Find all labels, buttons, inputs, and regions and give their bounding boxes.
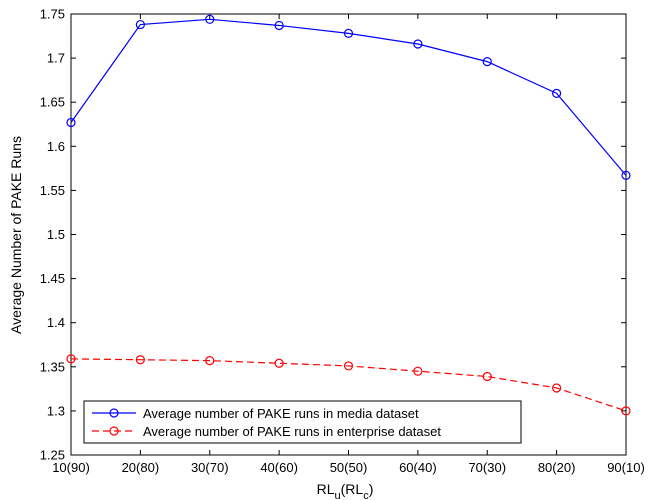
data-point <box>413 39 423 49</box>
legend-entry-media: Average number of PAKE runs in media dat… <box>92 406 419 421</box>
series-line <box>70 358 627 412</box>
data-point <box>552 383 562 393</box>
data-point <box>274 20 284 31</box>
legend-entry-enterprise: Average number of PAKE runs in enterpris… <box>92 424 441 439</box>
y-tick-label: 1.65 <box>40 95 65 110</box>
data-point <box>135 19 145 30</box>
y-tick-label: 1.4 <box>47 315 65 330</box>
x-tick-label: 70(30) <box>468 460 506 475</box>
y-tick-label: 1.6 <box>47 139 65 154</box>
data-point <box>552 88 562 98</box>
y-tick-label: 1.25 <box>40 448 65 463</box>
series-media <box>66 14 631 181</box>
series-line <box>70 18 627 176</box>
legend-marker-enterprise <box>109 426 119 436</box>
data-point <box>343 28 354 39</box>
y-axis-ticks: 1.25 1.3 1.35 1.4 1.45 1.5 1.55 1.6 1.65 1.7 1.75 <box>40 7 626 463</box>
y-tick-label: 1.5 <box>47 227 65 242</box>
legend-box <box>83 400 522 444</box>
x-axis-label: RLu(RLc) <box>317 481 374 500</box>
data-point <box>343 361 354 371</box>
series-layer <box>66 14 631 416</box>
data-point <box>621 170 631 181</box>
x-tick-label: 20(80) <box>122 460 160 475</box>
y-tick-label: 1.7 <box>47 51 65 66</box>
x-tick-label: 80(20) <box>538 460 576 475</box>
legend-marker-media <box>109 408 119 418</box>
data-point <box>205 14 215 24</box>
y-axis-label: Average Number of PAKE Runs <box>8 136 24 334</box>
data-point <box>413 366 423 376</box>
y-tick-label: 1.35 <box>40 359 65 374</box>
data-point <box>205 356 215 366</box>
data-point <box>66 117 76 128</box>
legend-label-media: Average number of PAKE runs in media dat… <box>143 406 419 421</box>
x-tick-label: 50(50) <box>330 460 368 475</box>
data-point <box>482 371 492 382</box>
x-tick-label: 60(40) <box>399 460 437 475</box>
x-tick-label: 90(10) <box>607 460 645 475</box>
data-point <box>482 57 492 67</box>
x-tick-label: 30(70) <box>191 460 229 475</box>
x-axis-ticks: 10(90) 20(80) 30(70) 40(60) 50(50) 60(40) 70(3… <box>52 14 645 475</box>
data-point <box>274 358 284 368</box>
y-tick-label: 1.55 <box>40 183 65 198</box>
x-tick-label: 40(60) <box>260 460 298 475</box>
y-tick-label: 1.3 <box>47 403 65 418</box>
y-tick-label: 1.75 <box>40 7 65 22</box>
data-point <box>621 406 631 416</box>
plot-area <box>70 13 627 456</box>
data-point <box>66 354 76 364</box>
x-tick-label: 10(90) <box>52 460 90 475</box>
data-point <box>135 355 145 365</box>
legend: Average number of PAKE runs in media dat… <box>83 400 522 444</box>
legend-label-enterprise: Average number of PAKE runs in enterpris… <box>143 424 441 439</box>
series-enterprise <box>66 354 631 416</box>
plot-frame <box>70 13 627 456</box>
y-tick-label: 1.45 <box>40 271 65 286</box>
